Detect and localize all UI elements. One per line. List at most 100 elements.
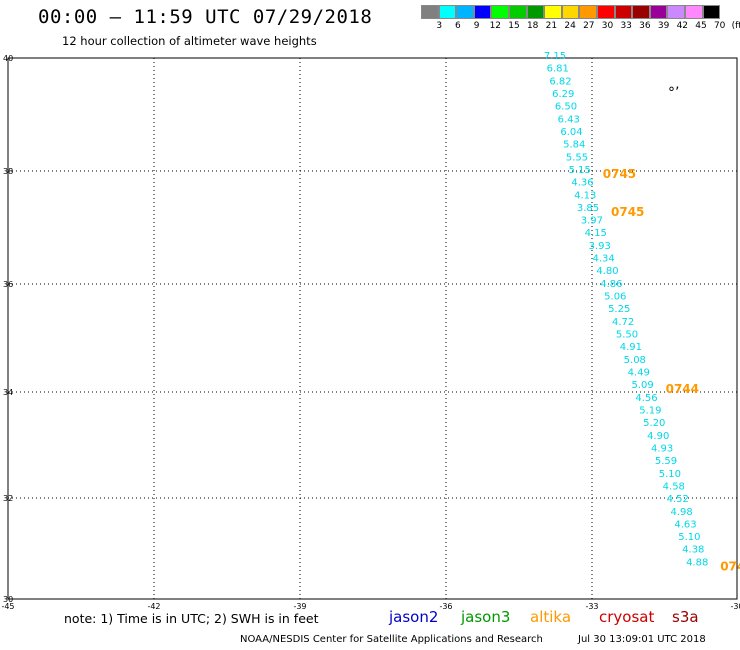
scale-label: 42: [676, 21, 689, 31]
page-subtitle: 12 hour collection of altimeter wave hei…: [62, 34, 317, 48]
scale-label: 21: [545, 21, 558, 31]
lon-tick-label: -30: [730, 602, 740, 611]
wave-height-label: 5.06: [604, 292, 626, 303]
lat-tick-label: 30: [3, 595, 13, 604]
scale-label: 33: [620, 21, 632, 31]
lat-tick-label: 38: [3, 167, 13, 176]
scale-label: 45: [695, 21, 707, 31]
map-axes: 40 38 36 34 32 30-45 -42 -39 -36 -33 -30: [1, 54, 740, 611]
wave-height-label: 4.86: [600, 279, 622, 290]
wave-height-label: 4.52: [667, 494, 689, 505]
wave-height-label: 4.56: [635, 393, 657, 404]
satellite-jason2: jason2: [389, 608, 439, 626]
wave-height-label: 3.93: [589, 241, 611, 252]
scale-label: 70: [713, 21, 726, 31]
wave-height-label: 5.09: [631, 380, 653, 391]
scale-swatch: [438, 5, 457, 19]
scale-label: (ft): [731, 21, 740, 31]
scale-label: 36: [639, 21, 651, 31]
wave-height-label: 6.43: [558, 114, 580, 125]
wave-height-label: 5.55: [566, 152, 588, 163]
lat-tick-label: 36: [3, 280, 13, 289]
wave-height-label: 5.19: [639, 405, 661, 416]
scale-swatch: [702, 5, 721, 19]
scale-label: 3: [436, 21, 443, 31]
wave-height-label: 5.08: [624, 355, 646, 366]
wave-height-label: 4.49: [628, 368, 650, 379]
wave-height-label: 5.20: [643, 418, 665, 429]
satellite-s3a: s3a: [672, 608, 699, 626]
scale-label: 39: [657, 21, 670, 31]
wave-height-label: 6.29: [552, 89, 574, 100]
wave-height-label: 3.97: [581, 216, 603, 227]
scale-swatch: [684, 5, 703, 19]
lon-tick-label: -42: [147, 602, 160, 611]
time-stamp-label: 0744: [666, 382, 699, 396]
wave-height-label: 4.93: [651, 443, 673, 454]
wave-height-label: 3.85: [577, 203, 599, 214]
lon-tick-label: -39: [293, 602, 306, 611]
lat-tick-label: 34: [3, 388, 13, 397]
scale-swatch: [544, 5, 562, 19]
scale-swatch: [508, 5, 527, 19]
lon-tick-label: -45: [1, 602, 14, 611]
wave-height-label: 4.38: [682, 545, 704, 556]
scale-swatch: [632, 5, 650, 19]
wave-height-label: 4.36: [571, 178, 593, 189]
scale-swatch: [456, 5, 474, 19]
scale-swatch: [561, 5, 580, 19]
scale-label: 24: [564, 21, 576, 31]
footer-credit: NOAA/NESDIS Center for Satellite Applica…: [240, 634, 543, 645]
lat-tick-label: 32: [3, 494, 13, 503]
scale-swatch: [596, 5, 615, 19]
map-frame: [7, 57, 738, 600]
scale-swatch: [579, 5, 597, 19]
scale-label: 6: [455, 21, 461, 31]
time-stamps: 0745 0745 0744 074: [603, 167, 740, 573]
wave-height-label: 6.81: [547, 64, 569, 75]
lon-tick-label: -36: [439, 602, 452, 611]
footer-timestamp: Jul 30 13:09:01 UTC 2018: [578, 634, 706, 645]
page-title: 00:00 – 11:59 UTC 07/29/2018: [38, 6, 373, 28]
time-stamp-label: 074: [720, 559, 740, 573]
wave-height-label: 4.90: [647, 431, 669, 442]
wave-height-label: 5.84: [563, 140, 585, 151]
time-stamp-label: 0745: [611, 205, 644, 219]
scale-label: 18: [526, 21, 539, 31]
satellite-altika: altika: [530, 608, 572, 626]
satellite-jason3: jason3: [461, 608, 511, 626]
color-scale-bar: [421, 5, 721, 19]
wave-height-label: 6.50: [555, 102, 577, 113]
satellite-cryosat: cryosat: [599, 608, 655, 626]
wave-height-label: 6.82: [549, 76, 571, 87]
time-stamp-label: 0745: [603, 167, 636, 181]
wave-height-label: 4.15: [585, 228, 607, 239]
lon-tick-label: -33: [585, 602, 598, 611]
wave-height-label: 4.34: [592, 254, 614, 265]
wave-height-label: 5.59: [655, 456, 677, 467]
wave-height-label: 5.10: [659, 469, 681, 480]
wave-height-label: 4.88: [686, 557, 708, 568]
map-grid: [8, 58, 737, 599]
scale-label: 27: [583, 21, 595, 31]
wave-height-label: 7.15: [544, 51, 566, 62]
scale-swatch: [649, 5, 668, 19]
wave-height-label: 4.98: [670, 507, 692, 518]
wave-height-label: 4.58: [663, 481, 685, 492]
wave-height-label: 6.04: [560, 127, 582, 138]
wave-height-label: 5.50: [616, 330, 638, 341]
wave-track: 7.15 6.816.82 6.29 6.506.43 6.04 5.845.55 5.15…: [544, 51, 708, 568]
scale-label: 12: [489, 21, 502, 31]
wave-height-label: 5.15: [569, 165, 591, 176]
scale-swatch: [491, 5, 509, 19]
scale-label: 30: [601, 21, 614, 31]
scale-swatch: [526, 5, 545, 19]
scale-label: 15: [508, 21, 520, 31]
scale-swatch: [667, 5, 685, 19]
scale-swatch: [614, 5, 633, 19]
wave-height-label: 5.25: [608, 304, 630, 315]
wave-height-label: 4.63: [674, 519, 696, 530]
scale-swatch: [473, 5, 492, 19]
